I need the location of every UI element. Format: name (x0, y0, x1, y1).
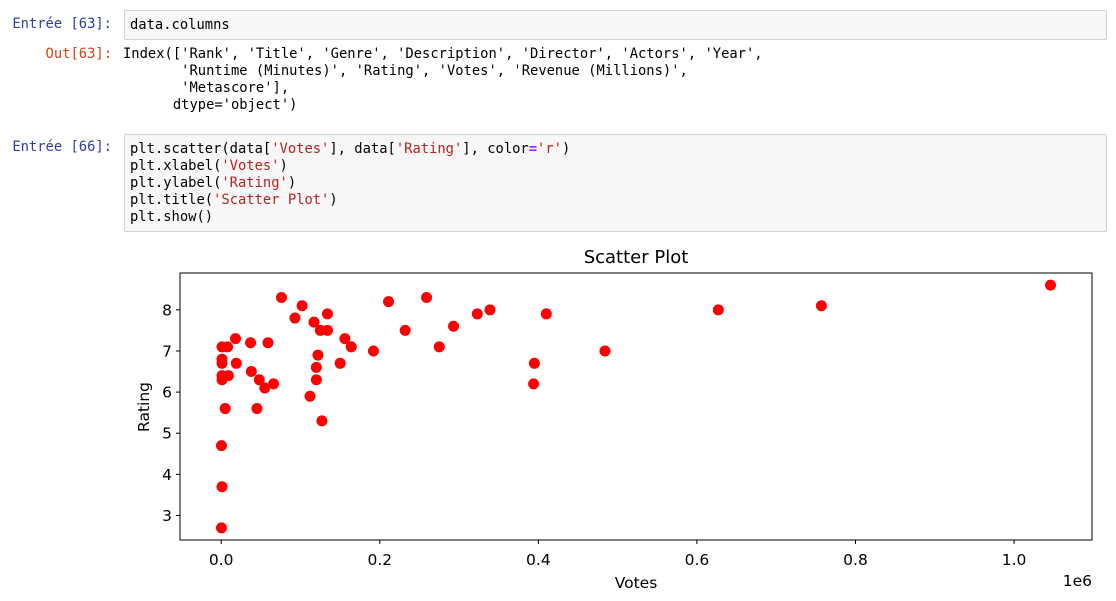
code-token: 'Votes' (221, 158, 280, 174)
code-token: 'r' (537, 141, 562, 157)
point (259, 382, 271, 394)
point (312, 349, 324, 361)
x-axis-label: Votes (615, 574, 658, 592)
output-line: 'Runtime (Minutes)', 'Rating', 'Votes', … (123, 63, 688, 79)
point (540, 308, 552, 320)
point (219, 403, 231, 415)
point (314, 324, 326, 336)
plot-frame (179, 272, 1093, 541)
point (310, 361, 322, 373)
code-token: plt.show() (130, 209, 214, 225)
code-token: plt.title( (130, 192, 214, 208)
code-token: 'Rating' (395, 141, 463, 157)
point (308, 316, 320, 328)
point (245, 366, 257, 378)
output-prompt: Out[63]: (45, 46, 112, 62)
point (528, 357, 540, 369)
point (251, 403, 263, 415)
point (316, 415, 328, 427)
point (245, 337, 257, 349)
x-tick-label: 1.0 (1002, 551, 1027, 569)
y-tick-label: 8 (162, 301, 172, 319)
code-line: plt.ylabel('Rating') (130, 175, 1101, 192)
code-token: ) (329, 192, 338, 208)
code-cell[interactable]: plt.scatter(data['Votes'], data['Rating'… (124, 134, 1107, 232)
point (712, 304, 724, 316)
code-token: 'Scatter Plot' (213, 192, 330, 208)
code-token: plt.ylabel( (130, 175, 222, 191)
input-prompt: Entrée [66]: (12, 139, 112, 155)
x-tick-label: 0.6 (685, 551, 710, 569)
x-tick-label: 0.8 (843, 551, 868, 569)
code-line: plt.xlabel('Votes') (130, 158, 1101, 175)
y-tick-label: 3 (162, 507, 172, 525)
point (229, 333, 241, 345)
code-token: ) (561, 141, 571, 157)
code-token: 'Rating' (221, 175, 288, 191)
point (484, 304, 496, 316)
output-line: 'Metascore'], (123, 80, 290, 96)
point (253, 374, 265, 386)
code-token: data.columns (130, 17, 230, 33)
point (230, 357, 242, 369)
point (1045, 279, 1057, 291)
code-line: data.columns (130, 17, 1101, 34)
point (289, 312, 301, 324)
point (528, 378, 540, 390)
code-token: plt.scatter(data[ (130, 141, 272, 157)
point (334, 357, 346, 369)
code-token: plt.xlabel( (130, 158, 222, 174)
point (216, 357, 228, 369)
y-tick-label: 5 (162, 425, 172, 443)
code-token: 'Votes' (271, 141, 330, 157)
code-line: plt.title('Scatter Plot') (130, 192, 1101, 209)
x-tick-label: 0.2 (367, 551, 392, 569)
point (268, 378, 280, 390)
point (383, 296, 395, 308)
x-tick-label: 0.0 (209, 551, 234, 569)
y-tick-label: 6 (162, 384, 172, 402)
point (399, 324, 411, 336)
point (421, 291, 433, 303)
code-token: ) (287, 175, 297, 191)
point (321, 308, 333, 320)
point (471, 308, 483, 320)
point (339, 333, 351, 345)
code-line: plt.show() (130, 209, 1101, 226)
point (262, 337, 274, 349)
point (345, 341, 357, 353)
y-axis-label: Rating (135, 382, 153, 432)
point (215, 440, 227, 452)
point (448, 320, 460, 332)
code-token: ], color (462, 141, 529, 157)
chart-title: Scatter Plot (584, 247, 689, 268)
point (599, 345, 611, 357)
code-cell[interactable]: data.columns (124, 10, 1107, 40)
code-token: ], data[ (329, 141, 396, 157)
point (216, 341, 228, 353)
point (275, 291, 287, 303)
y-tick-label: 4 (162, 466, 172, 484)
point (296, 300, 308, 312)
point (367, 345, 379, 357)
cell-output: Index(['Rank', 'Title', 'Genre', 'Descri… (123, 46, 763, 114)
point (215, 522, 227, 534)
output-line: Index(['Rank', 'Title', 'Genre', 'Descri… (123, 46, 763, 62)
point (216, 374, 228, 386)
code-token: = (528, 141, 538, 157)
output-line: dtype='object') (123, 97, 298, 113)
code-line: plt.scatter(data['Votes'], data['Rating'… (130, 141, 1101, 158)
input-prompt: Entrée [63]: (12, 16, 112, 32)
point (433, 341, 445, 353)
x-offset-label: 1e6 (1063, 572, 1092, 590)
point (815, 300, 827, 312)
point (216, 481, 228, 493)
y-tick-label: 7 (162, 342, 172, 360)
x-tick-label: 0.4 (526, 551, 551, 569)
point (310, 374, 322, 386)
point (304, 390, 316, 402)
code-token: ) (279, 158, 288, 174)
